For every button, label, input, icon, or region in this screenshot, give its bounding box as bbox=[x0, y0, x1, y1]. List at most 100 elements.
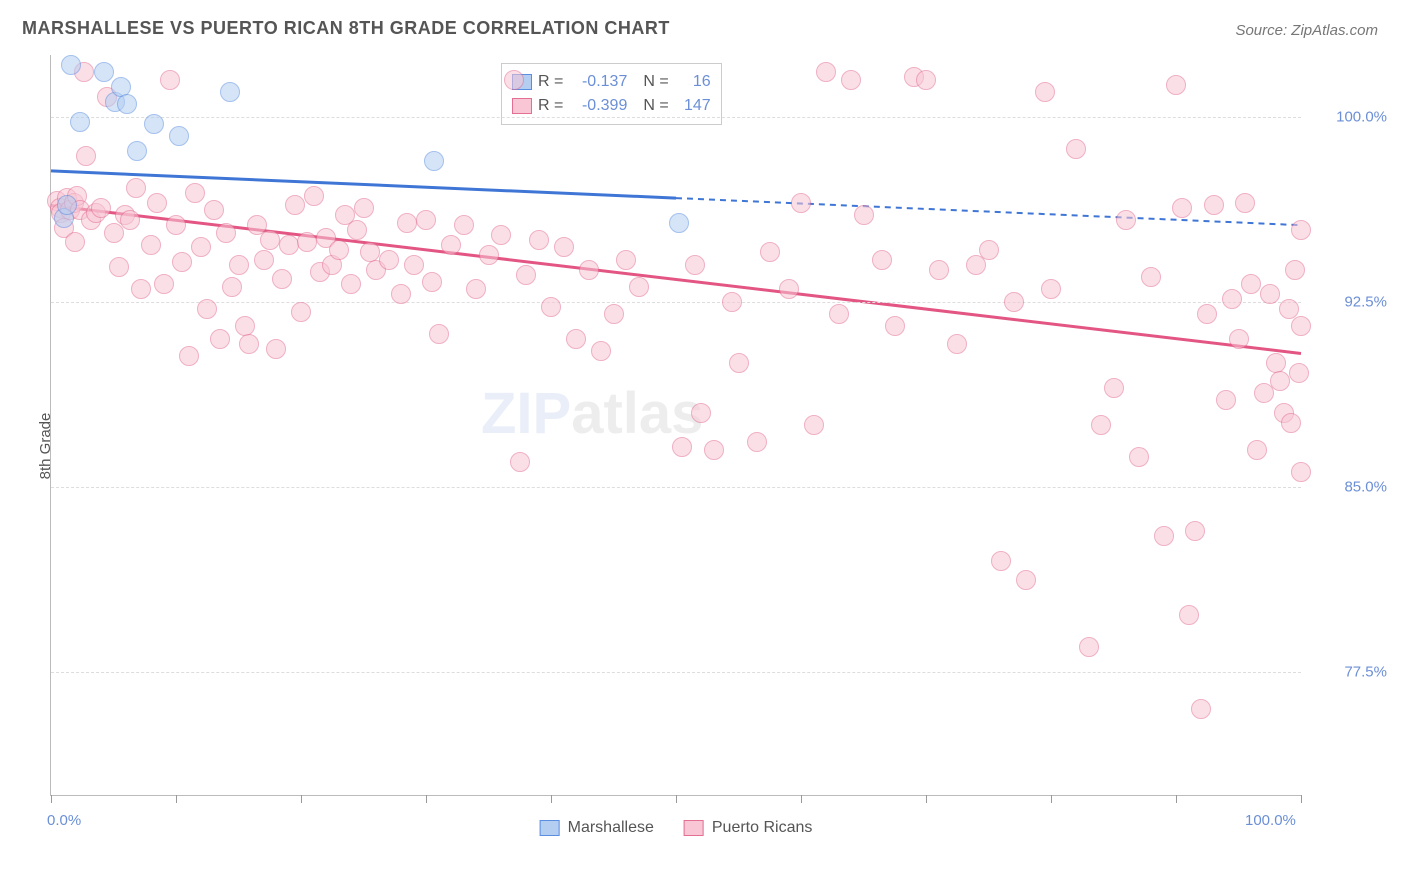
gridline-h bbox=[51, 672, 1301, 673]
point-series2 bbox=[197, 299, 217, 319]
point-series2 bbox=[235, 316, 255, 336]
point-series2 bbox=[131, 279, 151, 299]
point-series2 bbox=[566, 329, 586, 349]
legend-row: R =-0.399N =147 bbox=[512, 94, 711, 118]
point-series2 bbox=[454, 215, 474, 235]
point-series2 bbox=[1141, 267, 1161, 287]
point-series2 bbox=[479, 245, 499, 265]
point-series2 bbox=[1229, 329, 1249, 349]
x-tick bbox=[51, 795, 52, 803]
point-series2 bbox=[804, 415, 824, 435]
point-series2 bbox=[829, 304, 849, 324]
point-series2 bbox=[747, 432, 767, 452]
point-series2 bbox=[554, 237, 574, 257]
legend-n-label: N = bbox=[643, 73, 668, 91]
point-series2 bbox=[329, 240, 349, 260]
gridline-h bbox=[51, 302, 1301, 303]
point-series2 bbox=[591, 341, 611, 361]
point-series2 bbox=[579, 260, 599, 280]
point-series2 bbox=[672, 437, 692, 457]
x-tick bbox=[426, 795, 427, 803]
x-tick bbox=[551, 795, 552, 803]
point-series2 bbox=[91, 198, 111, 218]
point-series2 bbox=[816, 62, 836, 82]
point-series2 bbox=[354, 198, 374, 218]
point-series2 bbox=[154, 274, 174, 294]
point-series2 bbox=[172, 252, 192, 272]
point-series2 bbox=[1004, 292, 1024, 312]
point-series2 bbox=[109, 257, 129, 277]
point-series2 bbox=[239, 334, 259, 354]
y-tick-label: 92.5% bbox=[1344, 293, 1387, 310]
point-series2 bbox=[872, 250, 892, 270]
point-series2 bbox=[1016, 570, 1036, 590]
point-series2 bbox=[441, 235, 461, 255]
point-series2 bbox=[1116, 210, 1136, 230]
point-series2 bbox=[1260, 284, 1280, 304]
point-series2 bbox=[254, 250, 274, 270]
series-legend: Marshallese Puerto Ricans bbox=[540, 819, 813, 837]
x-tick bbox=[301, 795, 302, 803]
gridline-h bbox=[51, 487, 1301, 488]
point-series2 bbox=[691, 403, 711, 423]
point-series2 bbox=[1104, 378, 1124, 398]
gridline-h bbox=[51, 117, 1301, 118]
legend-label: Puerto Ricans bbox=[712, 819, 813, 837]
point-series2 bbox=[204, 200, 224, 220]
legend-swatch bbox=[540, 820, 560, 836]
point-series2 bbox=[991, 551, 1011, 571]
point-series1 bbox=[424, 151, 444, 171]
point-series2 bbox=[347, 220, 367, 240]
y-tick-label: 77.5% bbox=[1344, 663, 1387, 680]
point-series2 bbox=[916, 70, 936, 90]
point-series2 bbox=[1291, 220, 1311, 240]
x-tick-label: 100.0% bbox=[1245, 812, 1296, 829]
point-series2 bbox=[216, 223, 236, 243]
point-series2 bbox=[466, 279, 486, 299]
point-series2 bbox=[141, 235, 161, 255]
point-series2 bbox=[1191, 699, 1211, 719]
legend-n-label: N = bbox=[643, 97, 668, 115]
x-tick bbox=[1176, 795, 1177, 803]
point-series2 bbox=[1079, 637, 1099, 657]
trend-lines-layer bbox=[51, 55, 1301, 795]
point-series1 bbox=[94, 62, 114, 82]
point-series2 bbox=[397, 213, 417, 233]
point-series2 bbox=[126, 178, 146, 198]
point-series2 bbox=[541, 297, 561, 317]
point-series2 bbox=[629, 277, 649, 297]
point-series2 bbox=[229, 255, 249, 275]
point-series2 bbox=[516, 265, 536, 285]
point-series2 bbox=[1185, 521, 1205, 541]
point-series2 bbox=[191, 237, 211, 257]
point-series2 bbox=[1172, 198, 1192, 218]
point-series2 bbox=[1066, 139, 1086, 159]
x-tick bbox=[676, 795, 677, 803]
legend-item: Marshallese bbox=[540, 819, 654, 837]
point-series2 bbox=[1197, 304, 1217, 324]
point-series1 bbox=[117, 94, 137, 114]
point-series2 bbox=[160, 70, 180, 90]
x-tick-label: 0.0% bbox=[47, 812, 81, 829]
point-series2 bbox=[429, 324, 449, 344]
point-series2 bbox=[1291, 316, 1311, 336]
point-series2 bbox=[147, 193, 167, 213]
point-series2 bbox=[1204, 195, 1224, 215]
y-tick-label: 100.0% bbox=[1336, 108, 1387, 125]
point-series2 bbox=[304, 186, 324, 206]
point-series2 bbox=[841, 70, 861, 90]
point-series2 bbox=[1166, 75, 1186, 95]
point-series2 bbox=[929, 260, 949, 280]
point-series2 bbox=[76, 146, 96, 166]
point-series2 bbox=[760, 242, 780, 262]
point-series2 bbox=[291, 302, 311, 322]
point-series2 bbox=[120, 210, 140, 230]
point-series2 bbox=[266, 339, 286, 359]
point-series1 bbox=[127, 141, 147, 161]
legend-swatch bbox=[684, 820, 704, 836]
point-series2 bbox=[1241, 274, 1261, 294]
point-series2 bbox=[604, 304, 624, 324]
legend-n-value: 16 bbox=[675, 73, 711, 91]
chart-title: MARSHALLESE VS PUERTO RICAN 8TH GRADE CO… bbox=[22, 18, 670, 39]
point-series2 bbox=[704, 440, 724, 460]
